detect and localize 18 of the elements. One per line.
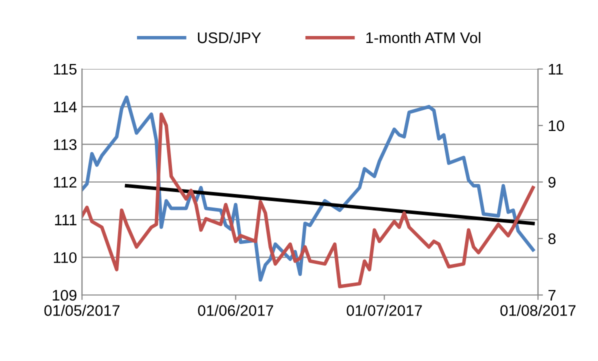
- legend-label: USD/JPY: [198, 32, 261, 44]
- y2-tick-label: 9: [548, 176, 556, 188]
- y2-tick-label: 11: [548, 64, 563, 75]
- y2-tick-label: 10: [548, 120, 564, 132]
- y-tick-label: 112: [54, 176, 76, 188]
- y-tick-label: 110: [54, 252, 77, 264]
- x-tick-label: 01/06/2017: [198, 304, 274, 316]
- y2-tick-label: 7: [548, 290, 556, 301]
- x-tick-label: 01/07/2017: [346, 304, 422, 316]
- legend-label: 1-month ATM Vol: [366, 32, 480, 44]
- y-tick-label: 114: [54, 102, 77, 112]
- y-tick-label: 111: [55, 214, 76, 226]
- x-tick-label: 01/05/2017: [44, 304, 120, 316]
- y2-tick-label: 8: [548, 233, 556, 244]
- y-tick-label: 109: [52, 290, 76, 301]
- y-tick-label: 115: [54, 64, 76, 75]
- x-tick-label: 01/08/2017: [500, 304, 576, 316]
- y-tick-label: 113: [54, 139, 76, 150]
